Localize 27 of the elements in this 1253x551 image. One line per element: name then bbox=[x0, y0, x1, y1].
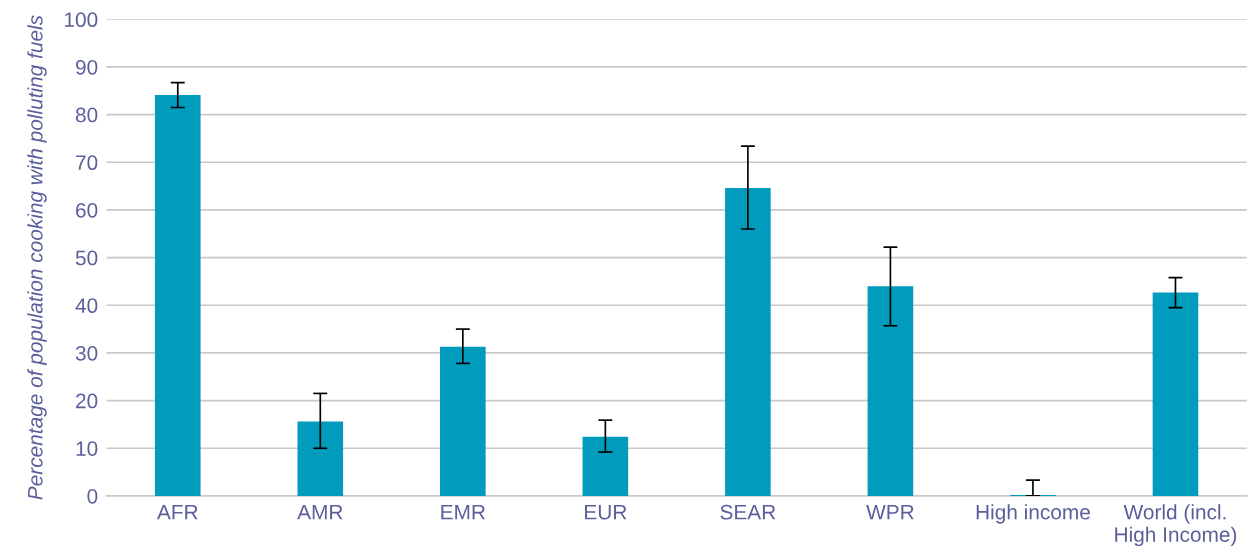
bar bbox=[867, 286, 914, 496]
bar bbox=[725, 188, 771, 496]
y-axis-title: Percentage of population cooking with polluting fuels bbox=[27, 15, 47, 500]
y-tick-label: 50 bbox=[75, 250, 98, 266]
x-tick-label: WPR bbox=[866, 505, 914, 520]
y-tick-label: 90 bbox=[75, 59, 98, 75]
y-tick-label: 70 bbox=[76, 155, 98, 171]
x-tick-label: EMR bbox=[441, 505, 486, 520]
y-tick-label: 20 bbox=[76, 393, 98, 409]
y-tick-label: 0 bbox=[87, 488, 98, 504]
y-tick-label: 80 bbox=[75, 107, 98, 123]
y-tick-label: 30 bbox=[75, 345, 98, 361]
x-tick-label: AFR bbox=[156, 505, 198, 520]
bar bbox=[582, 436, 629, 496]
bar bbox=[1152, 292, 1199, 496]
x-tick-label: World (incl. High Income) bbox=[1115, 504, 1237, 547]
x-tick-label: High income bbox=[976, 504, 1090, 524]
bar bbox=[297, 421, 344, 496]
bar bbox=[154, 95, 201, 496]
x-tick-label: EUR bbox=[585, 505, 627, 520]
y-tick-label: 10 bbox=[76, 441, 98, 456]
bar bbox=[440, 346, 486, 496]
y-tick-label: 40 bbox=[75, 298, 98, 314]
x-tick-label: AMR bbox=[297, 505, 343, 520]
x-tick-label: SEAR bbox=[720, 504, 776, 520]
y-tick-label: 60 bbox=[76, 202, 98, 218]
y-tick-label: 100 bbox=[65, 12, 98, 28]
